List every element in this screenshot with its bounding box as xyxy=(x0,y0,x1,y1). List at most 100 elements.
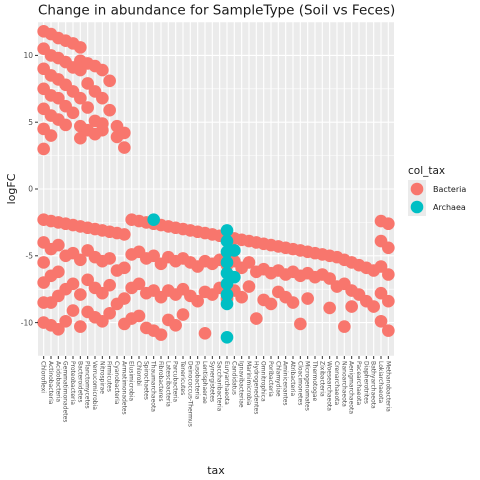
x-tick-label: Fusobacteria xyxy=(194,361,201,400)
data-point-bacteria xyxy=(96,123,109,137)
data-point-bacteria xyxy=(169,318,182,332)
data-point-bacteria xyxy=(323,272,336,285)
x-tick-label: Bacteroidetes xyxy=(76,361,83,402)
data-point-bacteria xyxy=(74,253,87,267)
data-point-bacteria xyxy=(103,103,116,117)
data-point-bacteria xyxy=(81,273,94,287)
x-tick-label: Firmicutes xyxy=(106,361,113,392)
x-tick-label: Saccharibacteria xyxy=(216,361,223,412)
x-tick-label: Omnitrophica xyxy=(260,361,267,402)
data-point-bacteria xyxy=(103,306,116,320)
legend-key-archaea xyxy=(410,200,424,214)
data-point-bacteria xyxy=(264,297,278,311)
data-points xyxy=(37,25,395,344)
x-tick-label: Cyanobacteria xyxy=(113,361,120,405)
x-tick-label: Atribacteria xyxy=(289,361,296,396)
data-point-bacteria xyxy=(301,292,314,305)
x-tick-label: Armatimonadetes xyxy=(120,361,127,415)
x-tick-label: Elusimicrobia xyxy=(128,361,135,401)
y-axis-title: logFC xyxy=(5,173,18,204)
x-tick-label: Parcubacteria xyxy=(172,361,179,402)
data-point-bacteria xyxy=(74,41,87,54)
x-tick-label: Chloroflexi xyxy=(40,361,47,393)
data-point-bacteria xyxy=(59,118,72,132)
x-tick-label: Microgenomates xyxy=(304,361,311,411)
x-tick-label: Latescibacteria xyxy=(164,361,171,407)
x-tick-label: Chlamydiae xyxy=(274,361,281,397)
y-tick-label: 5 xyxy=(28,118,33,127)
data-point-bacteria xyxy=(242,256,256,269)
x-tick-label: Proteobacteria xyxy=(69,361,76,405)
data-point-bacteria xyxy=(345,300,358,313)
data-point-bacteria xyxy=(96,286,109,300)
data-point-bacteria xyxy=(118,141,131,154)
x-tick-label: Crenarchaeota xyxy=(333,361,340,406)
x-tick-label: Candidatus xyxy=(230,361,237,395)
x-tick-label: Fibrobacteres xyxy=(157,361,164,401)
data-point-bacteria xyxy=(382,324,395,337)
data-point-bacteria xyxy=(52,322,65,336)
data-point-archaea xyxy=(228,270,241,284)
x-tick-label: Woesearchaeota xyxy=(326,361,333,411)
data-point-bacteria xyxy=(382,241,395,255)
data-point-bacteria xyxy=(367,300,380,313)
x-tick-label: Synergistetes xyxy=(208,361,215,402)
x-tick-label: Cloacimonetes xyxy=(296,361,303,405)
data-point-bacteria xyxy=(96,63,109,77)
data-point-bacteria xyxy=(118,228,131,241)
data-point-bacteria xyxy=(191,294,204,308)
data-point-bacteria xyxy=(52,91,65,105)
x-tick-label: Zixibacteria xyxy=(318,361,325,397)
data-point-bacteria xyxy=(37,256,50,269)
data-point-bacteria xyxy=(103,252,116,265)
x-tick-label: Methanobacteria xyxy=(384,361,391,412)
legend-title: col_tax xyxy=(408,165,445,177)
x-axis: Chloroflexi Actinobacteria Acidobacteria Ge… xyxy=(40,356,391,427)
x-tick-label: Marinimicrobia xyxy=(245,361,252,406)
data-point-bacteria xyxy=(81,101,94,114)
chart-title: Change in abundance for SampleType (Soil… xyxy=(38,3,395,19)
x-tick-label: Hydrogenedentes xyxy=(252,361,259,414)
x-tick-label: Verrucomicrobia xyxy=(91,361,98,410)
data-point-bacteria xyxy=(235,290,248,304)
data-point-bacteria xyxy=(338,320,351,333)
x-tick-label: Actinobacteria xyxy=(47,361,54,405)
data-point-bacteria xyxy=(374,286,388,300)
data-point-bacteria xyxy=(132,277,146,291)
data-point-archaea xyxy=(228,244,241,257)
data-point-bacteria xyxy=(59,314,72,328)
x-tick-label: Poribacteria xyxy=(267,361,274,397)
data-point-bacteria xyxy=(323,301,336,315)
data-point-bacteria xyxy=(147,249,160,263)
data-point-bacteria xyxy=(74,288,87,301)
data-point-bacteria xyxy=(242,280,256,293)
data-point-bacteria xyxy=(294,317,307,331)
data-point-bacteria xyxy=(66,277,80,291)
x-tick-label: Nanoarchaeota xyxy=(340,361,347,407)
data-point-bacteria xyxy=(103,74,116,88)
x-tick-label: Lokiarchaeota xyxy=(377,361,384,404)
data-point-bacteria xyxy=(74,131,87,145)
x-tick-label: Euryarchaeota xyxy=(223,361,230,405)
data-point-bacteria xyxy=(382,217,395,231)
data-point-bacteria xyxy=(74,320,87,333)
data-point-bacteria xyxy=(118,292,131,305)
x-tick-label: Tenericutes xyxy=(179,360,186,395)
data-point-archaea xyxy=(220,297,234,311)
data-point-bacteria xyxy=(103,278,116,292)
x-tick-label: Bathyarchaeota xyxy=(370,361,377,409)
x-tick-label: Planctomycetes xyxy=(84,361,91,409)
data-point-bacteria xyxy=(374,260,388,273)
data-point-bacteria xyxy=(74,91,87,105)
data-point-archaea xyxy=(220,234,234,248)
legend-label-bacteria: Bacteria xyxy=(433,185,466,194)
data-point-archaea xyxy=(220,256,234,269)
x-tick-label: Thaumarchaeota xyxy=(150,360,157,412)
data-point-bacteria xyxy=(176,308,190,321)
data-point-bacteria xyxy=(118,126,131,140)
data-point-bacteria xyxy=(37,142,50,156)
x-tick-label: Pacearchaeota xyxy=(355,361,362,406)
x-tick-label: Spirochaetes xyxy=(142,361,149,400)
x-tick-label: Nitrospirae xyxy=(98,361,105,394)
